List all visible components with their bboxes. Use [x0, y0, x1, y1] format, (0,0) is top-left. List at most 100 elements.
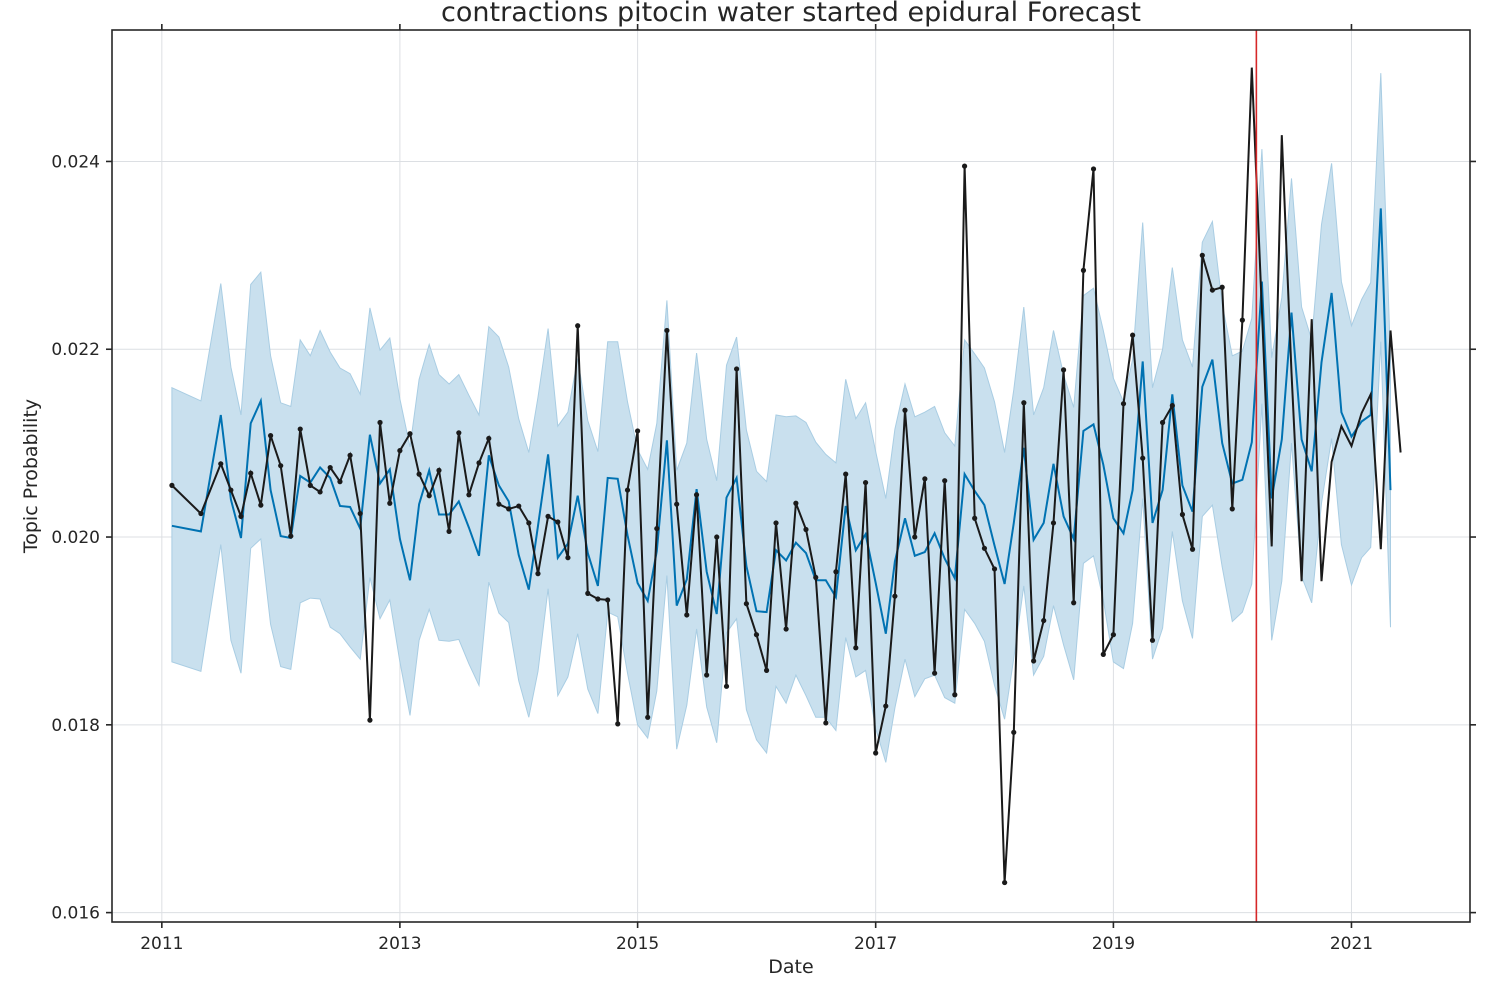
actual-point: [793, 500, 799, 506]
actual-point: [288, 533, 294, 539]
actual-point: [1080, 267, 1087, 273]
actual-point: [693, 492, 700, 498]
actual-point: [1209, 287, 1216, 293]
actual-point: [862, 479, 869, 486]
y-tick-label: 0.024: [51, 152, 100, 172]
actual-line: [171, 166, 1244, 883]
actual-point: [506, 506, 512, 512]
x-tick-label: 2015: [616, 934, 659, 954]
actual-line-after-cutoff: [1241, 67, 1402, 582]
actual-point: [654, 525, 660, 532]
actual-point: [297, 426, 303, 432]
actual-point: [446, 528, 452, 534]
actual-point: [387, 500, 393, 506]
axis-ticks: 2011 2013 2015 2017 2019 2021 0.016 0.018 0.020 0…: [51, 24, 1476, 954]
actual-point: [1199, 252, 1205, 258]
actual-point: [267, 433, 274, 439]
actual-point: [317, 489, 323, 495]
actual-point: [902, 407, 908, 413]
actual-point: [278, 463, 284, 469]
x-tick-label: 2013: [378, 934, 421, 954]
actual-point: [169, 482, 175, 488]
actual-point: [922, 476, 928, 482]
actual-point: [1090, 166, 1097, 172]
actual-point: [833, 569, 839, 575]
actual-point: [1229, 506, 1235, 512]
actual-point: [228, 487, 234, 493]
actual-point: [753, 632, 760, 638]
forecast-line: [171, 208, 1392, 634]
actual-point: [991, 566, 998, 572]
actual-point: [1060, 367, 1067, 373]
x-axis-label: Date: [768, 956, 813, 978]
actual-point: [952, 692, 958, 698]
actual-point: [645, 714, 651, 720]
actual-point: [327, 464, 333, 471]
actual-point: [1050, 520, 1057, 526]
actual-point: [664, 327, 670, 334]
actual-point: [1041, 617, 1047, 624]
actual-point: [1130, 332, 1136, 338]
actual-point: [1239, 317, 1245, 323]
actual-point: [1100, 651, 1106, 658]
actual-point: [357, 510, 363, 517]
y-tick-label: 0.016: [51, 904, 100, 924]
actual-point: [1120, 401, 1127, 407]
actual-point: [763, 667, 770, 673]
actual-point: [456, 430, 462, 436]
actual-point: [813, 574, 819, 581]
actual-point: [892, 593, 898, 599]
actual-point: [853, 645, 859, 651]
actual-point: [1031, 658, 1037, 664]
actual-point: [714, 534, 720, 540]
actual-point: [1159, 419, 1166, 426]
actual-point: [1110, 632, 1117, 638]
x-tick-label: 2019: [1092, 934, 1135, 954]
actual-point: [972, 515, 978, 521]
actual-point: [218, 461, 224, 467]
forecast-line-layer: [171, 208, 1392, 634]
actual-point: [545, 513, 551, 519]
actual-point: [367, 717, 373, 723]
actual-point: [773, 520, 779, 526]
x-tick-label: 2017: [854, 934, 897, 954]
actual-point: [843, 471, 849, 477]
actual-point: [605, 597, 611, 603]
y-tick-label: 0.020: [51, 528, 100, 548]
uncertainty-band: [171, 73, 1391, 763]
actual-point: [407, 431, 413, 437]
y-axis-label: Topic Probability: [20, 399, 42, 554]
actual-point: [307, 482, 313, 488]
actual-point: [635, 428, 641, 434]
actual-point: [1149, 637, 1156, 643]
actual-point: [486, 435, 492, 442]
actual-point: [595, 596, 601, 602]
actual-line-layer: [169, 67, 1402, 886]
actual-point: [248, 470, 254, 476]
actual-point: [258, 502, 264, 508]
actual-point: [684, 612, 690, 618]
actual-point: [585, 590, 591, 596]
uncertainty-band-layer: [171, 73, 1391, 763]
actual-point: [932, 670, 938, 676]
plot-frame: [111, 29, 1471, 923]
y-tick-label: 0.022: [51, 340, 100, 360]
actual-point: [674, 501, 680, 507]
actual-point: [1140, 455, 1146, 461]
actual-point: [615, 721, 621, 727]
actual-point: [723, 683, 730, 689]
actual-point: [942, 478, 948, 484]
actual-point: [873, 750, 879, 756]
actual-point: [624, 487, 631, 493]
actual-point: [783, 626, 789, 632]
actual-point: [1021, 400, 1027, 406]
actual-point: [1169, 402, 1175, 409]
actual-point: [1189, 546, 1196, 552]
actual-point: [803, 526, 809, 533]
actual-point: [565, 555, 571, 561]
actual-point: [496, 501, 502, 507]
chart-title: contractions pitocin water started epidu…: [441, 0, 1141, 28]
actual-point: [238, 513, 244, 519]
actual-point: [337, 479, 343, 485]
